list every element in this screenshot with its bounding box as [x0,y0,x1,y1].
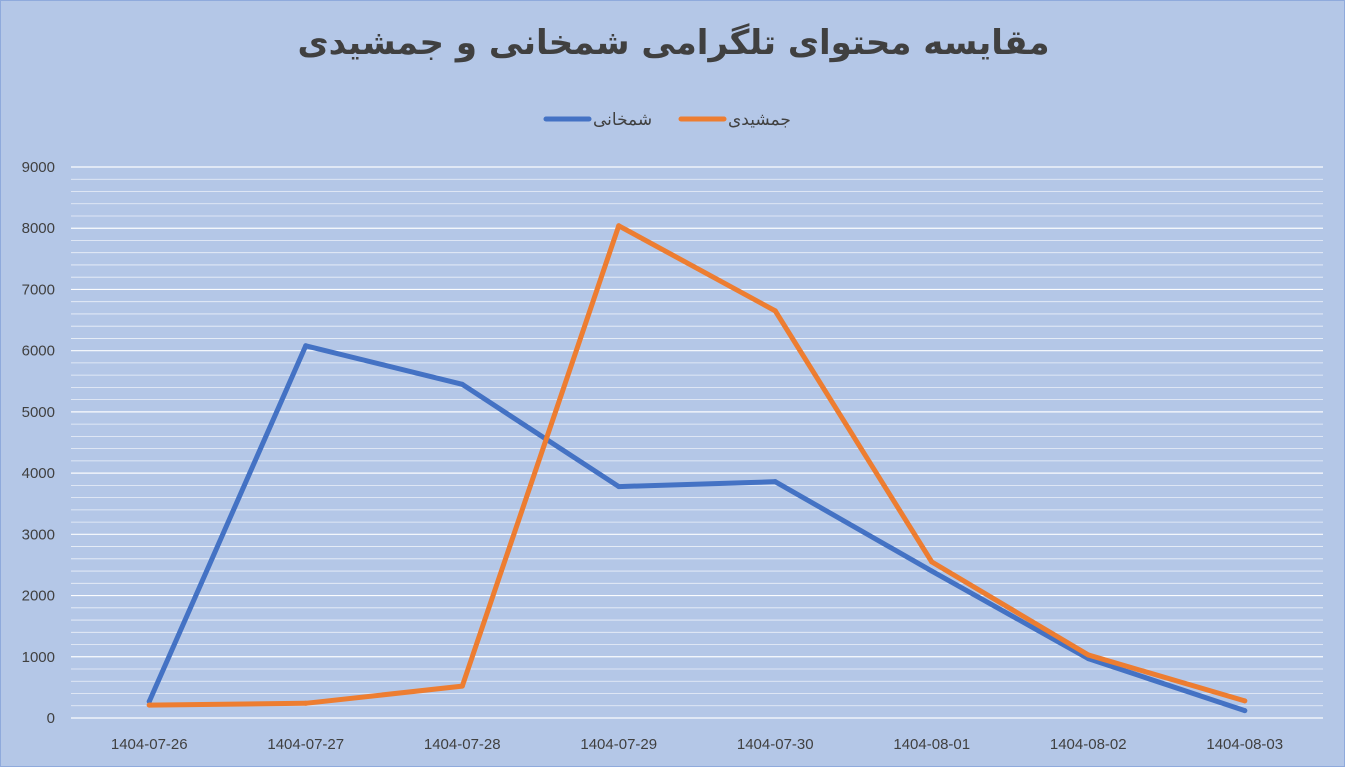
y-tick-label: 5000 [22,404,55,421]
legend: شمخانی جمشیدی [543,110,791,130]
data-point [303,700,309,706]
series-line-2 [146,223,1248,708]
y-tick-label: 1000 [22,649,55,666]
gridlines [71,166,1323,719]
x-axis-ticks: 1404-07-26 1404-07-27 1404-07-28 1404-07-29… [111,736,1283,753]
x-tick-label: 1404-07-28 [424,736,501,753]
y-tick-label: 3000 [22,526,55,543]
data-point [772,308,778,314]
x-tick-label: 1404-08-02 [1050,736,1127,753]
data-point [303,343,309,349]
y-tick-label: 0 [47,710,55,727]
y-axis-ticks: 0 1000 2000 3000 4000 5000 6000 7000 8000 9000 [22,159,55,727]
x-tick-label: 1404-07-29 [580,736,657,753]
y-tick-label: 4000 [22,465,55,482]
y-tick-label: 2000 [22,588,55,605]
y-tick-label: 9000 [22,159,55,176]
y-tick-label: 6000 [22,343,55,360]
legend-label-1: شمخانی [593,110,652,130]
y-tick-label: 7000 [22,281,55,298]
x-tick-label: 1404-07-30 [737,736,814,753]
x-tick-label: 1404-07-26 [111,736,188,753]
series-lines [146,223,1248,714]
data-point [146,702,152,708]
series-line-1 [146,343,1248,714]
data-point [616,223,622,229]
legend-label-2: جمشیدی [728,110,791,130]
data-point [459,683,465,689]
data-point [616,484,622,490]
data-point [929,559,935,565]
chart-title: مقایسه محتوای تلگرامی شمخانی و جمشیدی [297,23,1050,63]
x-tick-label: 1404-07-27 [267,736,344,753]
data-point [459,381,465,387]
y-tick-label: 8000 [22,220,55,237]
data-point [1242,708,1248,714]
data-point [929,568,935,574]
data-point [1242,698,1248,704]
data-point [772,479,778,485]
data-point [1085,652,1091,658]
x-tick-label: 1404-08-01 [893,736,970,753]
x-tick-label: 1404-08-03 [1206,736,1283,753]
